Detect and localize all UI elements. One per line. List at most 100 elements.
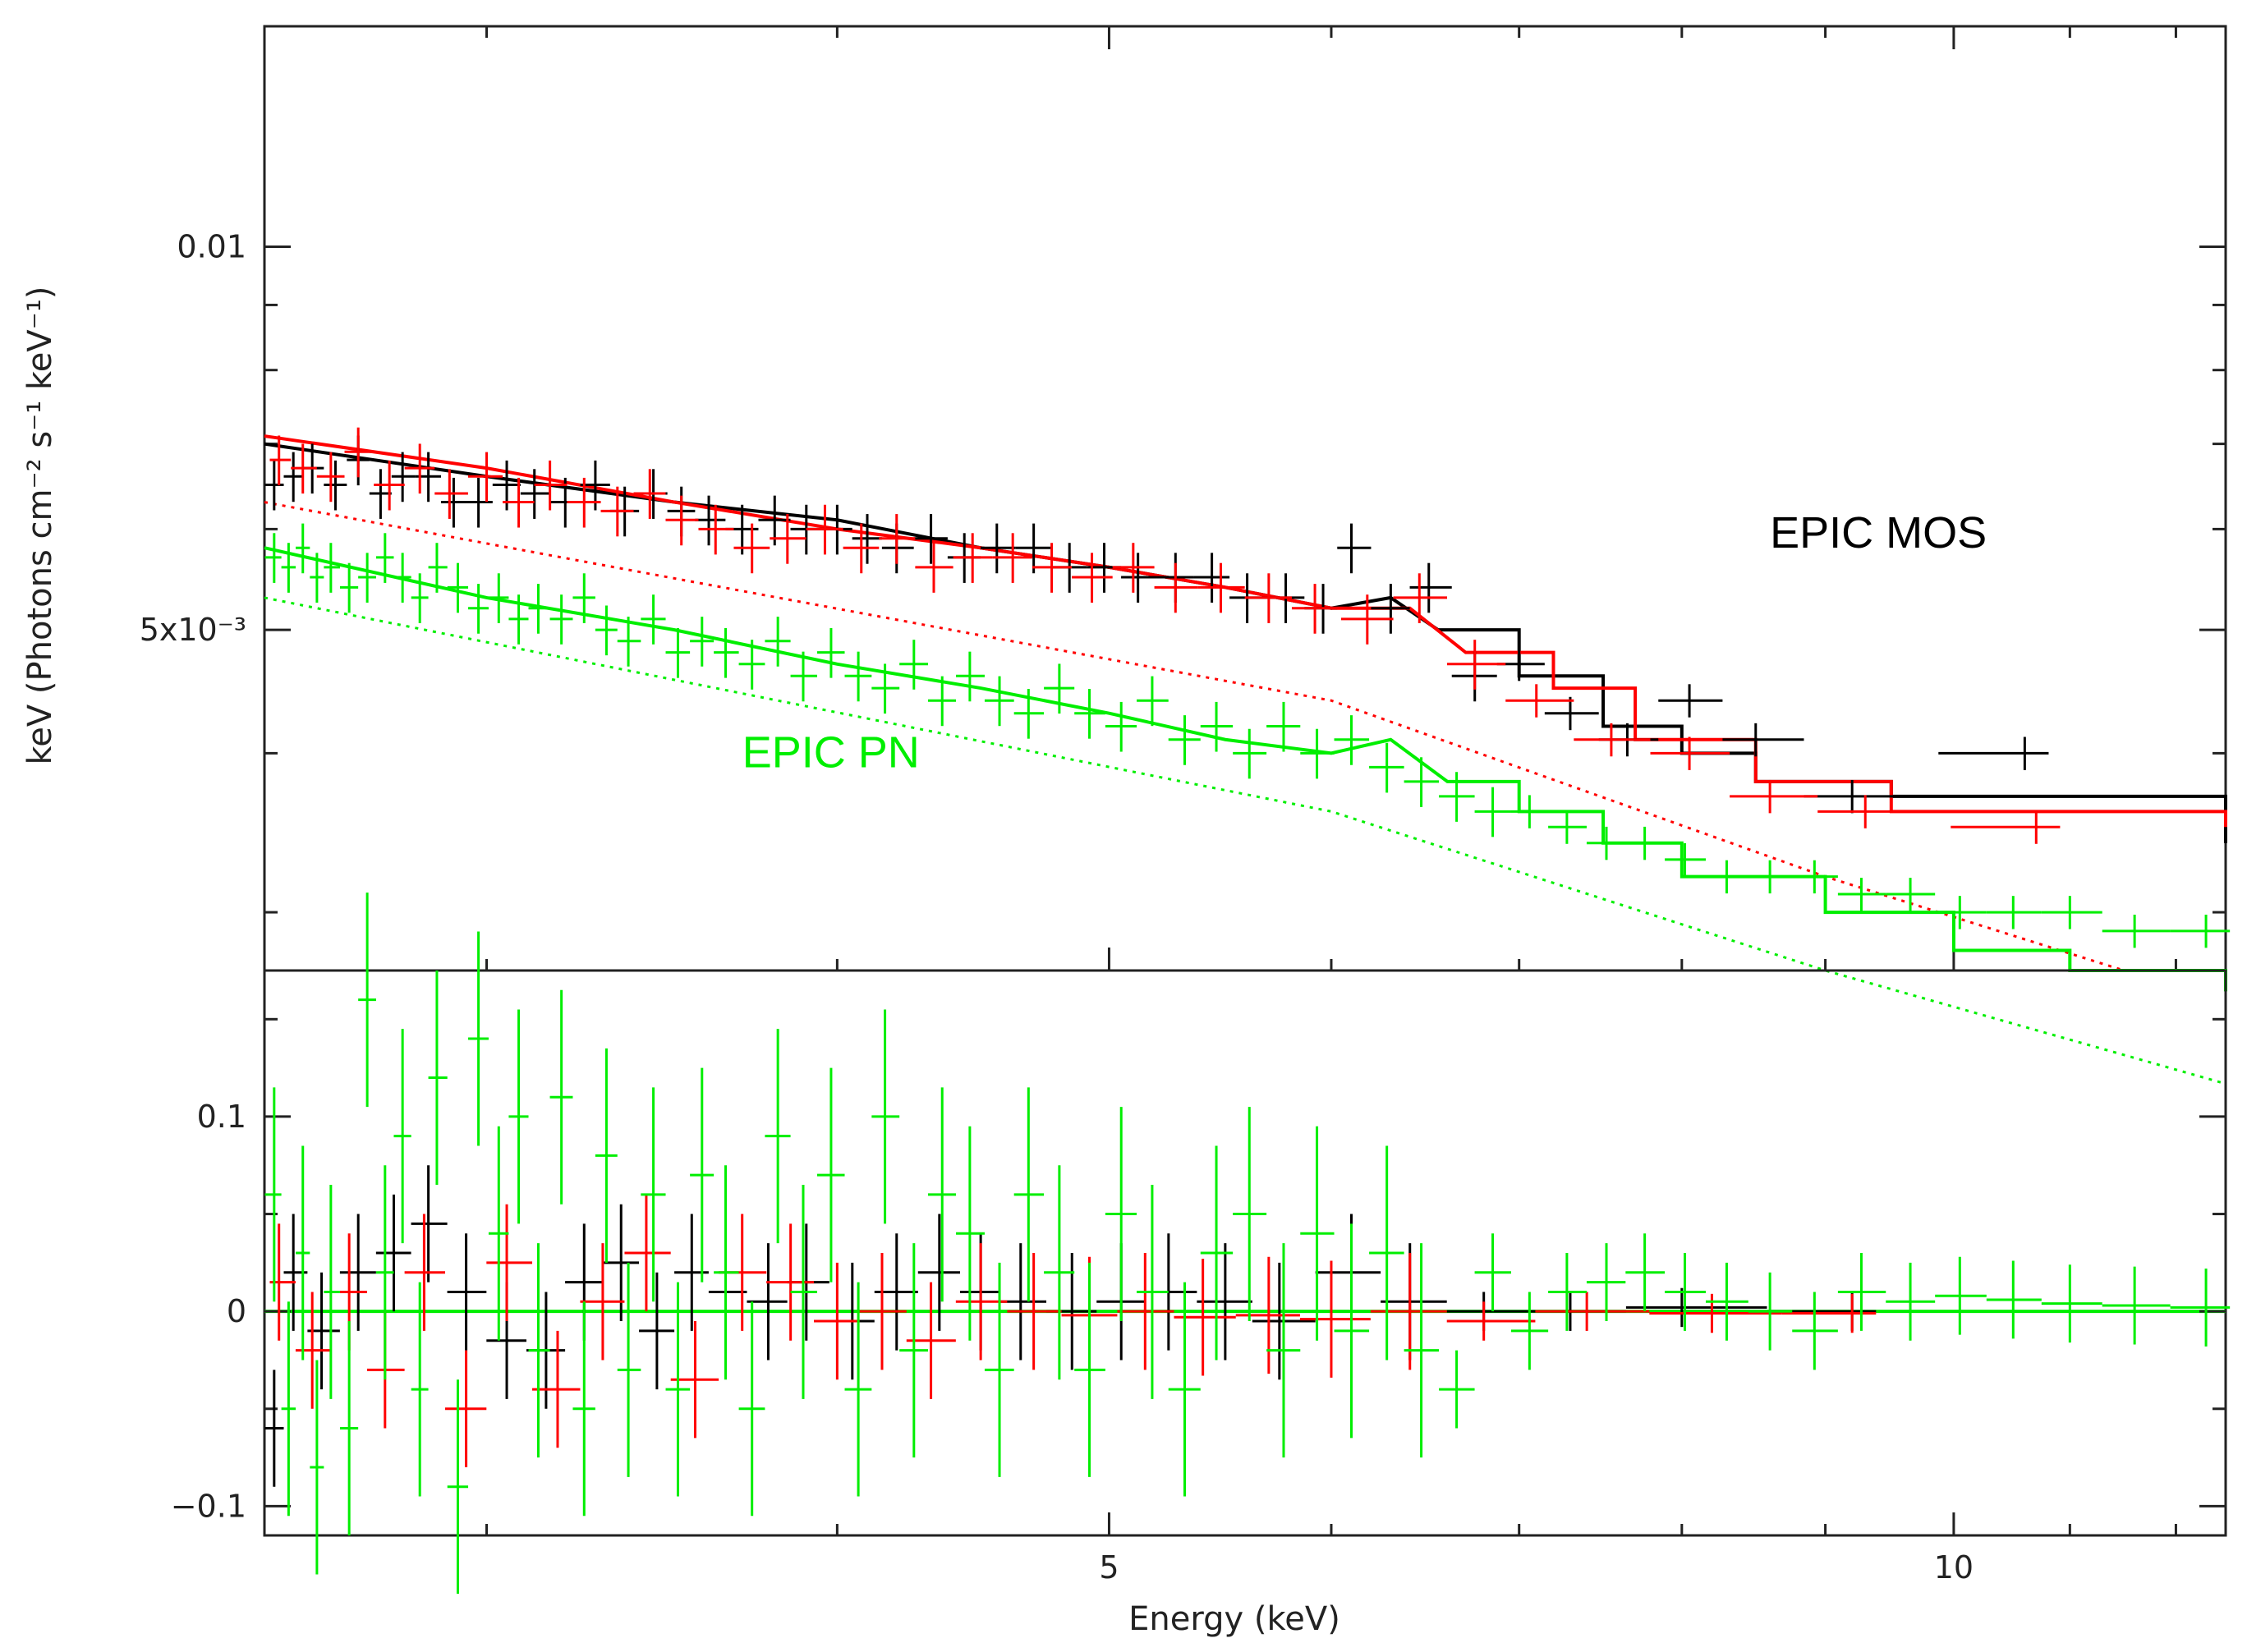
model-line-2: [264, 546, 2227, 992]
data-point: [269, 435, 292, 486]
data-point: [1804, 779, 1939, 814]
data-point: [488, 573, 509, 623]
data-point: [375, 533, 394, 583]
residual-point: [1168, 1282, 1201, 1497]
residuals-panel: 5 10 0.1 0 −0.1: [171, 893, 2231, 1595]
data-point: [1658, 684, 1723, 718]
residuals-y-ticks: 0.1 0 −0.1: [171, 1017, 2226, 1524]
residual-point: [1007, 1253, 1062, 1370]
data-point: [956, 651, 985, 702]
residual-point: [1266, 1243, 1301, 1458]
residual-point: [1886, 1262, 1936, 1341]
residual-point: [580, 1243, 625, 1361]
residual-point: [528, 1243, 550, 1458]
residual-point: [1117, 1253, 1174, 1370]
y-tick-label: 5x10⁻³: [140, 612, 246, 648]
data-point: [992, 533, 1032, 583]
data-point: [1951, 810, 2061, 844]
data-point: [467, 452, 503, 502]
residual-point: [1446, 1301, 1536, 1341]
residual-point: [790, 1184, 817, 1399]
residual-point: [639, 1272, 675, 1390]
data-point: [871, 663, 900, 714]
data-point: [1404, 757, 1440, 807]
residual-point: [2170, 1268, 2231, 1347]
data-point: [1334, 715, 1370, 765]
data-point: [1044, 663, 1075, 714]
data-point: [404, 443, 435, 494]
residual-point: [1586, 1243, 1626, 1322]
data-point: [1730, 779, 1818, 814]
data-point: [572, 573, 595, 623]
residual-point: [532, 1330, 581, 1448]
data-point: [1193, 553, 1230, 603]
data-point: [281, 543, 296, 593]
residual-point: [871, 1009, 900, 1224]
residual-point: [765, 1029, 791, 1244]
data-points: [264, 427, 2231, 948]
data-point: [1938, 737, 2049, 770]
data-point: [1792, 860, 1838, 894]
data-point: [441, 477, 466, 528]
data-point: [1266, 701, 1301, 752]
data-point: [879, 514, 916, 564]
data-point: [714, 627, 739, 678]
data-point: [1200, 701, 1234, 752]
data-point: [340, 562, 359, 613]
data-point: [758, 495, 791, 546]
residual-point: [2041, 1264, 2102, 1343]
residual-point: [917, 1214, 960, 1331]
residual-point: [1404, 1243, 1440, 1458]
data-point: [1625, 826, 1666, 860]
residual-point: [1548, 1253, 1587, 1331]
residual-point: [1137, 1184, 1169, 1399]
data-point: [2170, 914, 2231, 948]
data-point: [520, 469, 550, 519]
residual-point: [1439, 1350, 1475, 1429]
data-point: [1371, 584, 1410, 634]
residual-point: [1197, 1243, 1252, 1361]
data-point: [633, 469, 666, 519]
residual-point: [844, 1282, 872, 1497]
data-point: [600, 486, 634, 537]
spectrum-panel: 0.01 5x10⁻³ EPIC MOS EPIC PN: [140, 25, 2231, 1085]
data-point: [816, 627, 845, 678]
data-point: [1233, 728, 1267, 779]
data-point: [1505, 684, 1574, 718]
data-point: [534, 460, 567, 511]
residual-point: [1233, 1107, 1267, 1322]
residual-point: [375, 1165, 394, 1380]
data-point: [264, 533, 282, 583]
data-point: [1722, 723, 1804, 757]
residual-point: [2102, 1266, 2171, 1345]
data-point: [291, 443, 317, 494]
data-point: [1337, 523, 1372, 574]
y-tick-label: 0.1: [197, 1099, 246, 1135]
residual-point: [508, 1009, 529, 1224]
residual-point: [1044, 1165, 1075, 1380]
data-point: [1074, 689, 1105, 739]
data-point: [324, 543, 341, 593]
residual-point: [549, 989, 573, 1205]
residual-point: [1935, 1256, 1987, 1335]
data-point: [466, 477, 493, 528]
data-point: [1574, 723, 1651, 757]
data-point: [428, 543, 448, 593]
data-point: [806, 504, 843, 555]
spectrum-y-ticks: 0.01 5x10⁻³: [140, 228, 2226, 914]
residual-point: [324, 1184, 341, 1399]
data-point: [1300, 728, 1335, 779]
data-point: [344, 427, 374, 478]
data-point: [1510, 795, 1549, 828]
residual-point: [641, 1087, 666, 1302]
data-point: [310, 553, 324, 603]
residual-point: [956, 1126, 985, 1341]
data-point: [1986, 896, 2042, 929]
data-point: [2102, 914, 2171, 948]
residual-point: [714, 1165, 739, 1380]
residual-point: [747, 1243, 788, 1361]
data-point: [391, 452, 416, 502]
data-point: [567, 477, 601, 528]
